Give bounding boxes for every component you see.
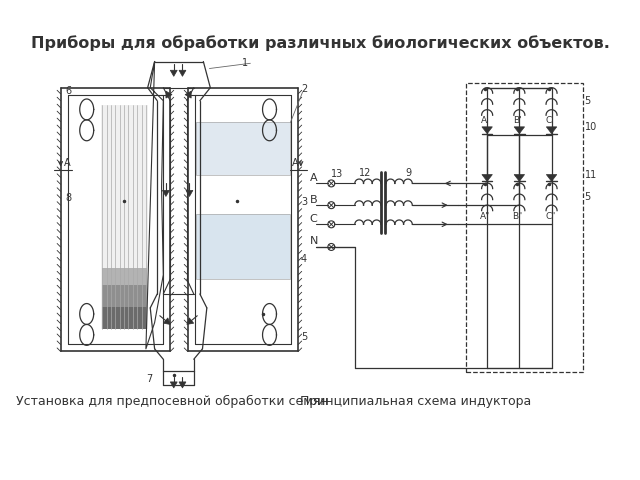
- Polygon shape: [170, 70, 177, 76]
- Bar: [196, 214, 289, 279]
- Text: 5: 5: [584, 192, 591, 202]
- Text: Принципиальная схема индуктора: Принципиальная схема индуктора: [300, 395, 531, 408]
- Text: B': B': [513, 116, 522, 125]
- Text: B: B: [310, 194, 317, 204]
- Polygon shape: [163, 318, 170, 324]
- Bar: [102, 285, 147, 307]
- Polygon shape: [482, 127, 492, 133]
- Text: 1: 1: [242, 58, 248, 68]
- Text: A": A": [480, 212, 490, 221]
- Polygon shape: [547, 127, 557, 133]
- Text: Приборы для обработки различных биологических объектов.: Приборы для обработки различных биологич…: [31, 36, 609, 51]
- Polygon shape: [547, 175, 557, 181]
- Text: B": B": [513, 212, 523, 221]
- Text: 9: 9: [405, 168, 412, 179]
- Text: 6: 6: [66, 86, 72, 96]
- Text: Установка для предпосевной обработки семян: Установка для предпосевной обработки сем…: [16, 395, 328, 408]
- Polygon shape: [163, 191, 170, 196]
- Text: C": C": [545, 212, 556, 221]
- Text: 11: 11: [584, 170, 597, 180]
- Polygon shape: [482, 175, 492, 181]
- Polygon shape: [187, 318, 194, 324]
- Text: A: A: [292, 158, 299, 168]
- Text: 12: 12: [359, 168, 372, 179]
- Polygon shape: [514, 175, 525, 181]
- Text: 5: 5: [301, 332, 307, 342]
- Bar: [100, 105, 148, 329]
- Text: 10: 10: [584, 122, 597, 132]
- Bar: [102, 268, 147, 285]
- Text: N: N: [310, 236, 318, 246]
- Polygon shape: [185, 91, 191, 98]
- Text: 3: 3: [301, 197, 307, 207]
- Text: C: C: [310, 214, 317, 224]
- Polygon shape: [186, 191, 193, 196]
- Text: 2: 2: [301, 84, 307, 94]
- Bar: [196, 122, 289, 175]
- Text: 5: 5: [584, 96, 591, 106]
- Text: A': A': [481, 116, 490, 125]
- Bar: [196, 122, 289, 175]
- Polygon shape: [179, 70, 186, 76]
- Bar: [196, 214, 289, 279]
- Bar: [102, 307, 147, 329]
- Text: 13: 13: [332, 169, 344, 180]
- Text: A: A: [64, 158, 70, 168]
- Text: 8: 8: [66, 193, 72, 203]
- Text: C': C': [545, 116, 554, 125]
- Text: A: A: [310, 173, 317, 183]
- Polygon shape: [179, 382, 186, 388]
- Polygon shape: [170, 382, 177, 388]
- Polygon shape: [166, 91, 172, 98]
- Polygon shape: [514, 127, 525, 133]
- Text: 7: 7: [146, 374, 152, 384]
- Text: 4: 4: [301, 254, 307, 264]
